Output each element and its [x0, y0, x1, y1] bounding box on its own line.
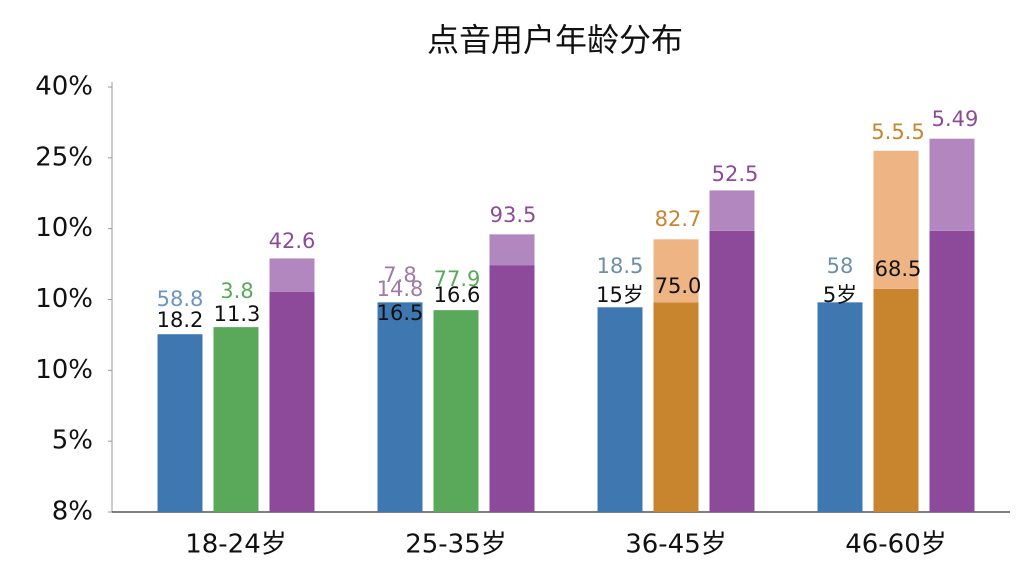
- data-annotation: 11.3: [214, 302, 261, 326]
- data-annotation: 7.8: [383, 263, 416, 287]
- data-annotation: 75.0: [655, 274, 702, 298]
- data-annotation: 5岁: [823, 283, 857, 307]
- bar: [929, 230, 975, 512]
- bar: [489, 234, 535, 266]
- data-annotation: 58: [827, 254, 854, 278]
- bar: [929, 138, 975, 231]
- x-tick-label: 46-60岁: [845, 530, 947, 560]
- y-tick-label: 10%: [35, 355, 93, 385]
- bar: [269, 291, 315, 512]
- data-annotation: 77.9: [434, 267, 481, 291]
- bar: [709, 190, 755, 231]
- y-tick-label: 8%: [52, 497, 93, 527]
- data-annotation: 18.5: [597, 254, 644, 278]
- y-tick-label: 5%: [52, 426, 93, 456]
- x-tick-label: 36-45岁: [625, 530, 727, 560]
- bar: [817, 302, 863, 512]
- data-annotation: 58.8: [157, 287, 204, 311]
- data-annotation: 82.7: [655, 207, 702, 231]
- bar: [873, 288, 919, 512]
- y-tick-label: 25%: [35, 142, 93, 172]
- data-annotation: 18.2: [157, 308, 204, 332]
- data-annotation: 14.8: [377, 277, 424, 301]
- data-annotation: 5.5.5: [871, 120, 924, 144]
- bar: [597, 307, 643, 512]
- y-tick-label: 10%: [35, 284, 93, 314]
- data-annotation: 15岁: [596, 283, 644, 307]
- bar: [709, 230, 755, 512]
- y-tick-label: 10%: [35, 213, 93, 243]
- data-annotation: 16.5: [377, 301, 424, 325]
- bar: [433, 310, 479, 512]
- x-tick-label: 25-35岁: [405, 530, 507, 560]
- chart-title: 点音用户年龄分布: [427, 21, 683, 59]
- bar: [213, 327, 259, 512]
- data-annotation: 93.5: [490, 203, 537, 227]
- data-annotation: 68.5: [875, 257, 922, 281]
- data-annotation: 5.49: [932, 107, 979, 131]
- bar: [269, 258, 315, 292]
- y-tick-label: 40%: [35, 72, 93, 102]
- bar: [377, 302, 423, 512]
- bar: [873, 150, 919, 289]
- x-tick-label: 18-24岁: [185, 530, 287, 560]
- bar: [653, 239, 699, 303]
- bar: [489, 265, 535, 512]
- bar: [157, 334, 203, 512]
- bar: [653, 302, 699, 512]
- data-annotation: 52.5: [712, 162, 759, 186]
- data-annotation: 16.6: [434, 283, 481, 307]
- data-annotation: 3.8: [220, 279, 253, 303]
- data-annotation: 42.6: [269, 229, 316, 253]
